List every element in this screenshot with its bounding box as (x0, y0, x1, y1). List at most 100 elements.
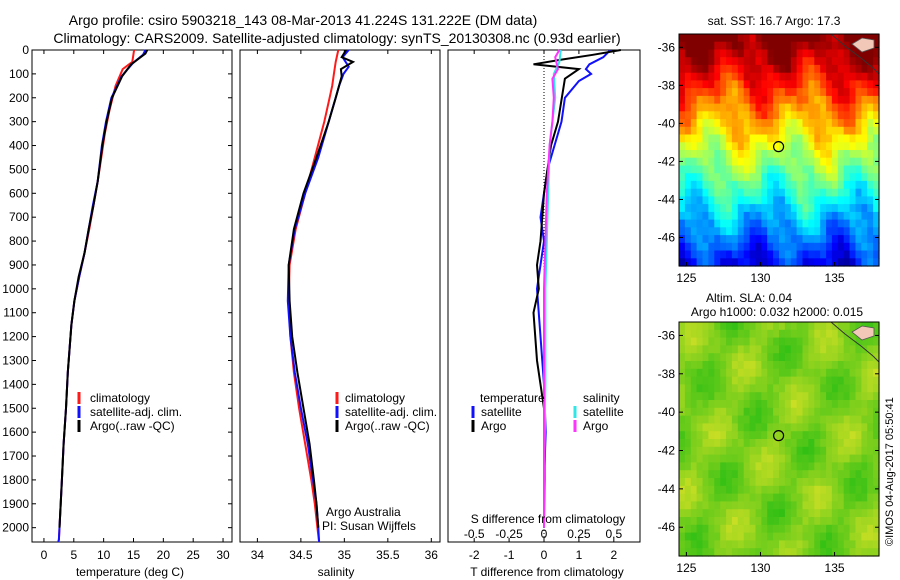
map-cell (849, 180, 857, 190)
map-y-tick-label: -46 (658, 520, 676, 534)
map-cell (696, 165, 704, 174)
map-cell (861, 400, 868, 409)
map-cell (855, 353, 862, 362)
map-cell (814, 188, 821, 197)
map-cell (726, 485, 733, 495)
map-cell (755, 485, 762, 495)
map-cell (749, 211, 757, 221)
map-cell (808, 88, 815, 97)
map-cell (767, 134, 774, 143)
map-cell (773, 111, 780, 120)
map-cell (784, 439, 792, 448)
map-cell (843, 524, 851, 534)
map-cell (761, 64, 768, 74)
map-cell (731, 384, 739, 393)
map-cell (826, 368, 833, 378)
map-cell (679, 57, 686, 66)
y-tick-label: 800 (9, 234, 29, 248)
map-cell (690, 376, 698, 385)
map-cell (690, 509, 698, 518)
map-cell (808, 188, 815, 197)
map-cell (814, 407, 821, 417)
map-cell (702, 150, 709, 159)
map-cell (726, 540, 733, 549)
map-cell (814, 242, 821, 252)
map-cell (696, 88, 704, 97)
map-cell (814, 64, 821, 74)
map-cell (867, 134, 874, 143)
map-cell (843, 235, 851, 244)
map-cell (767, 72, 774, 81)
map-cell (767, 353, 774, 362)
map-cell (696, 95, 704, 105)
map-cell (679, 134, 686, 143)
map-cell (749, 454, 757, 463)
map-cell (843, 509, 851, 518)
map-cell (720, 64, 727, 74)
map-cell (790, 80, 798, 89)
map-cell (867, 126, 874, 136)
map-cell (737, 95, 745, 105)
map-cell (802, 34, 809, 43)
map-cell (731, 423, 739, 432)
y-tick-label: 1100 (3, 306, 29, 320)
map-cell (679, 242, 686, 252)
map-cell (726, 345, 733, 354)
map-cell (826, 196, 833, 205)
map-cell (696, 103, 704, 112)
map-cell (702, 392, 709, 401)
map-cell (849, 376, 857, 385)
map-cell (743, 345, 751, 354)
map-cell (867, 204, 874, 213)
map-cell (831, 119, 839, 128)
map-cell (796, 150, 804, 159)
map-cell (737, 415, 745, 424)
map-cell (726, 227, 733, 236)
map-cell (837, 524, 845, 534)
map-cell (784, 103, 792, 112)
map-cell (784, 34, 792, 43)
map-cell (779, 250, 786, 259)
map-cell (755, 64, 762, 74)
map-cell (749, 415, 757, 424)
map-cell (861, 235, 868, 244)
map-cell (743, 142, 751, 151)
map-cell (720, 368, 727, 378)
map-cell (790, 88, 798, 97)
map-cell (814, 111, 821, 120)
map-cell (820, 211, 827, 221)
map-cell (808, 517, 815, 526)
map-cell (861, 219, 868, 228)
map-cell (802, 95, 809, 105)
map-cell (743, 126, 751, 136)
map-cell (767, 407, 774, 417)
map-cell (755, 188, 762, 197)
legend-climatology-label: climatology (345, 391, 405, 405)
map-cell (726, 407, 733, 417)
map-cell (684, 431, 692, 440)
map-cell (873, 415, 880, 424)
map-cell (826, 532, 833, 541)
map-cell (808, 258, 815, 267)
map-cell (796, 462, 804, 471)
map-cell (708, 509, 715, 518)
map-cell (802, 454, 809, 463)
map-frame (678, 33, 880, 267)
map-cell (690, 157, 698, 166)
map-cell (708, 72, 715, 81)
map-cell (831, 188, 839, 197)
map-cell (696, 219, 704, 228)
map-cell (808, 524, 815, 534)
map-cell (867, 454, 874, 463)
map-cell (843, 150, 851, 159)
map-cell (855, 345, 862, 354)
map-cell (849, 400, 857, 409)
map-cell (796, 368, 804, 378)
map-cell (708, 258, 715, 267)
map-cell (784, 415, 792, 424)
map-cell (820, 64, 827, 74)
top-x-tick-label: 0.5 (605, 527, 622, 541)
map-cell (867, 72, 874, 81)
map-cell (790, 235, 798, 244)
map-cell (784, 242, 792, 252)
